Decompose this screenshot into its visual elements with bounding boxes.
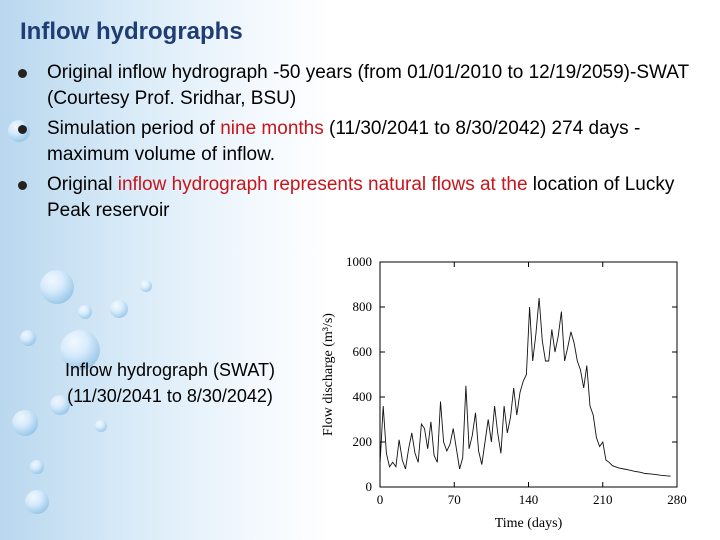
chart-caption: Inflow hydrograph (SWAT) (11/30/2041 to … bbox=[20, 357, 320, 409]
bullet-text-part: Simulation period of bbox=[47, 118, 221, 139]
plot-frame bbox=[379, 261, 678, 488]
water-drop bbox=[20, 330, 36, 346]
highlight-text: nine months bbox=[220, 118, 324, 139]
bullet-item: Original inflow hydrograph -50 years (fr… bbox=[18, 60, 708, 112]
x-tick-label: 70 bbox=[448, 492, 461, 507]
bullet-text-part: Original bbox=[47, 174, 118, 195]
x-tick-label: 0 bbox=[377, 492, 384, 507]
y-axis-label: Flow discharge (m³/s) bbox=[321, 313, 336, 436]
y-tick-label: 1000 bbox=[346, 254, 372, 269]
bullet-text: Simulation period of nine months (11/30/… bbox=[47, 116, 708, 168]
water-drop bbox=[95, 420, 107, 432]
bullet-text: Original inflow hydrograph represents na… bbox=[47, 172, 708, 224]
water-drop bbox=[60, 330, 100, 370]
bullet-dot-icon bbox=[18, 69, 27, 78]
caption-line-1: Inflow hydrograph (SWAT) bbox=[64, 360, 276, 380]
y-tick-label: 400 bbox=[353, 389, 373, 404]
inflow-hydrograph-chart: 0 200 400 600 800 1000 0 70 140 210 280 Time (days)… bbox=[321, 254, 687, 531]
bullet-list: Original inflow hydrograph -50 years (fr… bbox=[18, 60, 708, 228]
water-drop bbox=[30, 460, 44, 474]
water-drop bbox=[40, 270, 74, 304]
x-tick-label: 280 bbox=[667, 492, 687, 507]
water-drop bbox=[110, 300, 128, 318]
water-drop bbox=[50, 395, 70, 415]
bullet-dot-icon bbox=[18, 181, 27, 190]
water-drop bbox=[12, 410, 38, 436]
x-axis-label: Time (days) bbox=[495, 516, 563, 531]
bullet-dot-icon bbox=[18, 125, 27, 134]
y-tick-label: 800 bbox=[353, 299, 373, 314]
water-drop bbox=[78, 305, 92, 319]
slide-title: Inflow hydrographs bbox=[20, 18, 243, 45]
bullet-text-part: location of Lucky Peak reservoir bbox=[47, 174, 675, 221]
bullet-text-part: (11/30/2041 to 8/30/2042) 274 days - max… bbox=[47, 118, 641, 165]
bullet-text: Original inflow hydrograph -50 years (fr… bbox=[47, 60, 708, 112]
bullet-item: Original inflow hydrograph represents na… bbox=[18, 172, 708, 224]
x-tick-label: 140 bbox=[519, 492, 539, 507]
y-tick-label: 200 bbox=[353, 434, 373, 449]
water-drop bbox=[25, 490, 49, 514]
highlight-text: inflow hydrograph represents natural flo… bbox=[117, 174, 528, 195]
y-tick-label: 0 bbox=[366, 479, 373, 494]
series-line bbox=[379, 297, 671, 477]
water-drop bbox=[140, 280, 152, 292]
caption-line-2: (11/30/2041 to 8/30/2042) bbox=[67, 386, 273, 406]
y-tick-label: 600 bbox=[353, 344, 373, 359]
bullet-item: Simulation period of nine months (11/30/… bbox=[18, 116, 708, 168]
bullet-text-part: Original inflow hydrograph -50 years (fr… bbox=[47, 62, 689, 109]
x-tick-label: 210 bbox=[593, 492, 613, 507]
